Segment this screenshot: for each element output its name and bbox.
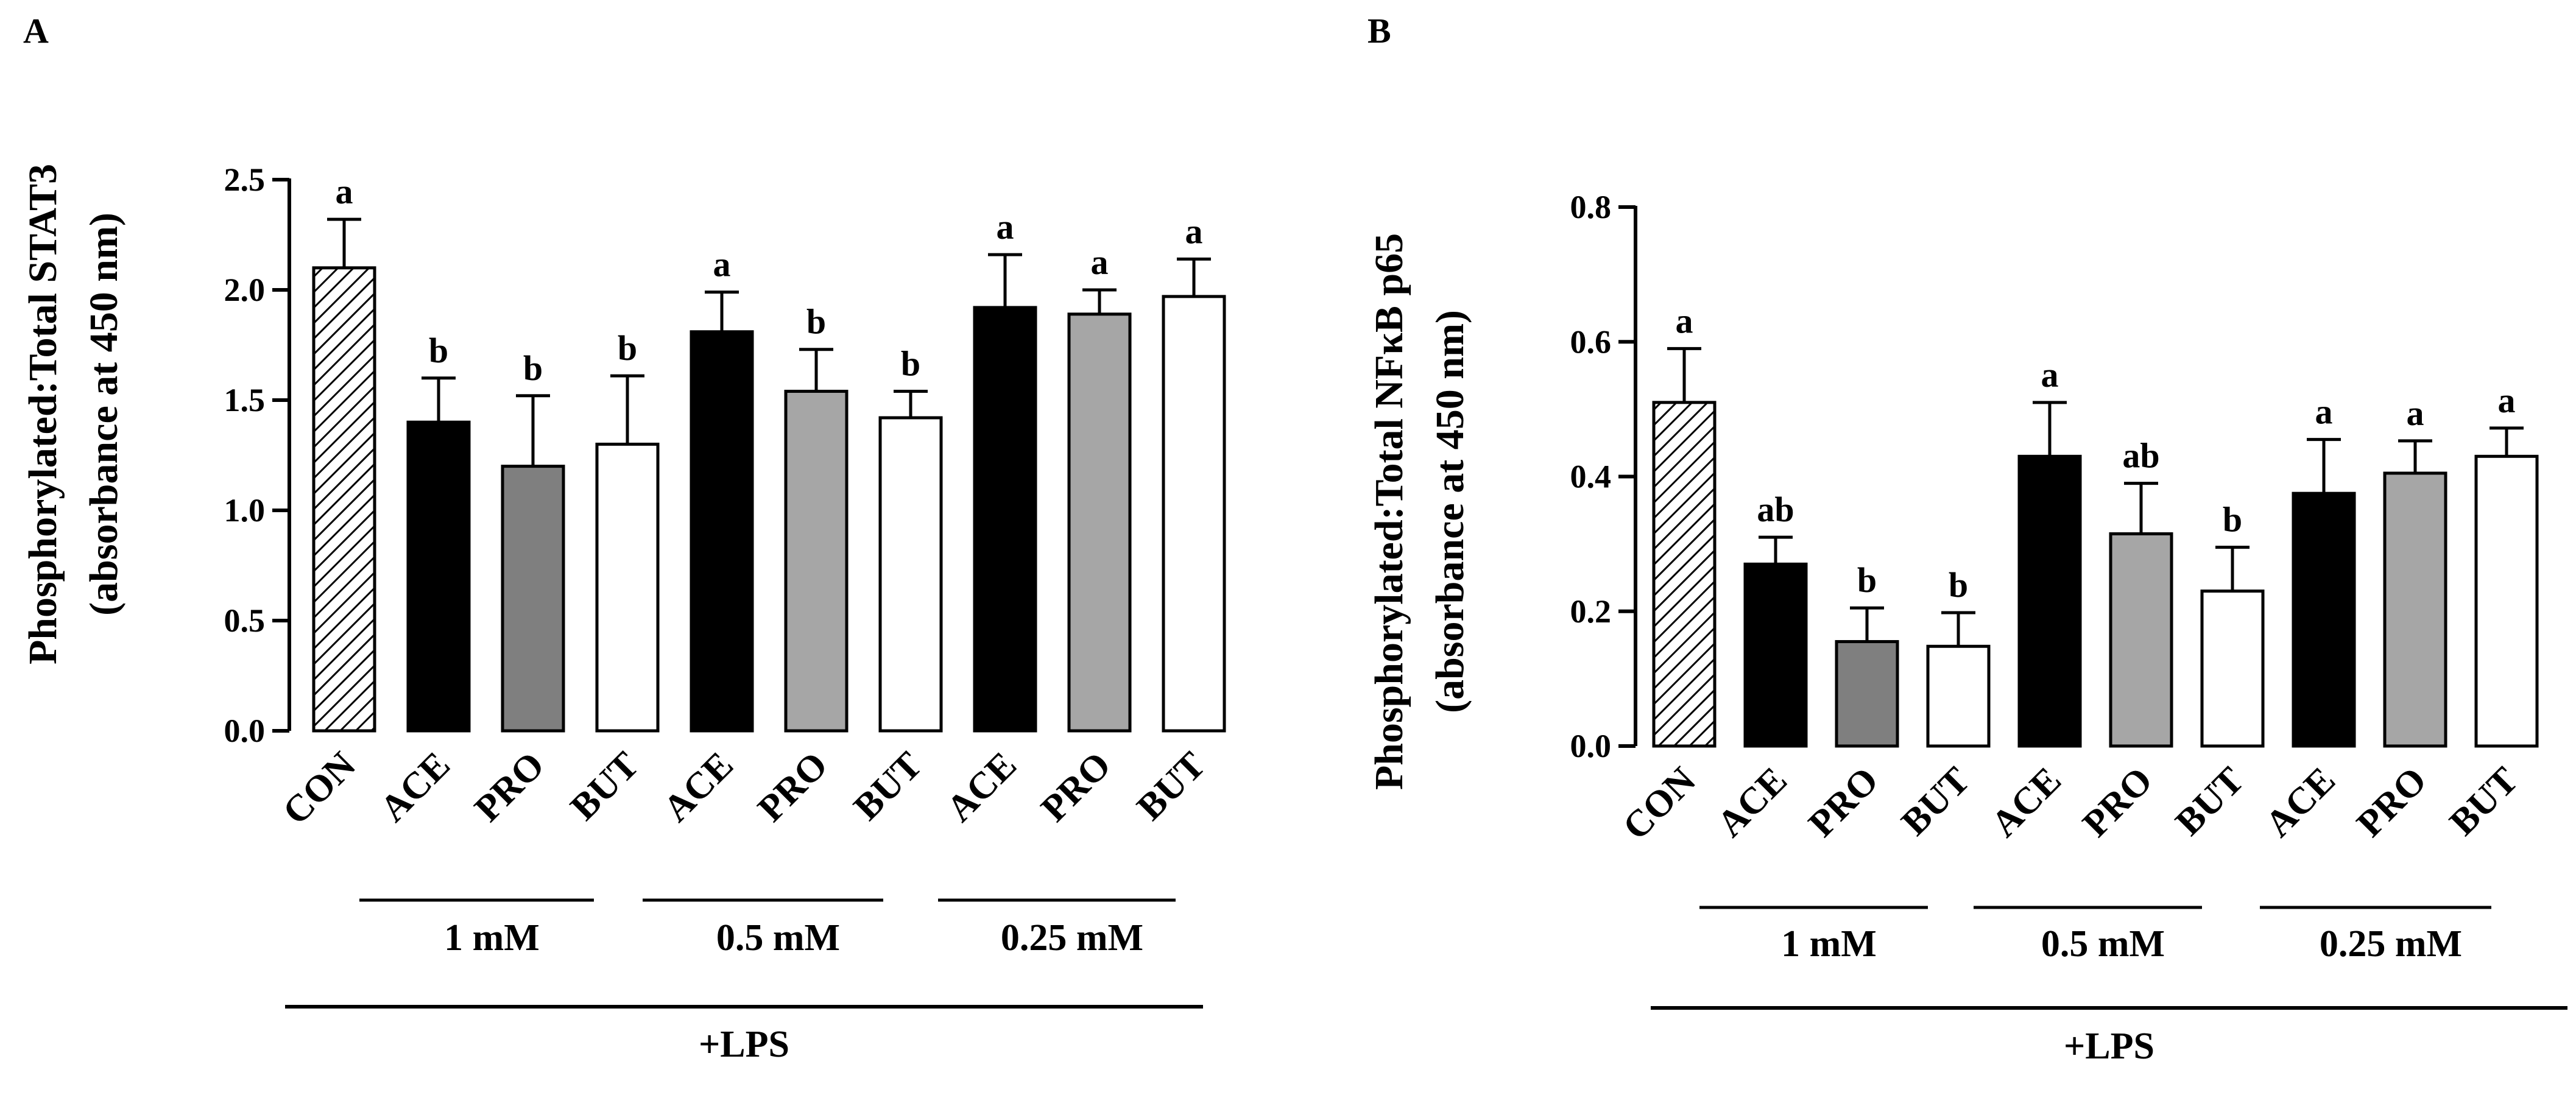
- panel-a-bar: [406, 420, 471, 733]
- panel-b-category-label: BUT: [2442, 759, 2526, 843]
- panel-a-ylabel-line1: Phosphorylated:Total STAT3: [21, 164, 65, 664]
- panel-a-group-label: 1 mM: [444, 917, 540, 959]
- panel-b-significance-letter: a: [2315, 392, 2333, 432]
- panel-a-y-tick-label: 0.5: [224, 602, 266, 639]
- panel-letter-b: B: [1367, 11, 1391, 51]
- panel-a-bar: [1067, 312, 1132, 733]
- panel-a-category-label: BUT: [1129, 744, 1213, 828]
- panel-a-significance-letter: a: [997, 207, 1014, 247]
- panel-b-significance-letter: a: [2498, 381, 2516, 420]
- panel-a-significance-letter: b: [523, 348, 543, 388]
- panel-a-significance-letter: a: [336, 172, 353, 211]
- panel-b-category-label: ACE: [1983, 759, 2069, 845]
- panel-a-category-label: ACE: [939, 744, 1025, 830]
- panel-a-group-label: 0.25 mM: [1001, 917, 1143, 959]
- panel-a-y-tick-label: 1.5: [224, 382, 266, 418]
- panel-a-significance-letter: b: [806, 302, 826, 342]
- panel-letter-a: A: [23, 11, 49, 51]
- panel-a-significance-letter: b: [901, 344, 920, 384]
- panel-b-category-label: CON: [1615, 759, 1704, 848]
- panel-b-treatment-label: +LPS: [2064, 1026, 2154, 1067]
- panel-a-category-label: PRO: [1033, 744, 1119, 830]
- panel-b-group-label: 0.5 mM: [2041, 923, 2165, 965]
- panel-b-significance-letter: b: [1949, 565, 1968, 605]
- panel-a-y-tick-label: 0.0: [224, 713, 266, 749]
- panel-b-bar: [2292, 491, 2356, 748]
- panel-a-y-tick-label: 2.5: [224, 161, 266, 198]
- panel-a-category-label: PRO: [467, 744, 552, 830]
- panel-a-significance-letter: a: [1185, 211, 1203, 251]
- panel-a-category-label: BUT: [846, 744, 930, 828]
- panel-a-category-label: CON: [275, 744, 364, 833]
- panel-a-category-label: ACE: [655, 744, 741, 830]
- panel-b-significance-letter: a: [1676, 301, 1693, 340]
- panel-b-category-label: PRO: [2075, 759, 2161, 845]
- panel-b-plot-area: 0.00.20.40.60.8aCONabACEbPRObBUTaACEabPR…: [1570, 189, 2567, 1067]
- panel-a-bar: [501, 465, 565, 733]
- panel-b-bar: [2109, 532, 2173, 748]
- panel-b-category-label: PRO: [1801, 759, 1886, 845]
- panel-b-y-tick-label: 0.2: [1570, 593, 1612, 630]
- panel-a-category-label: PRO: [750, 744, 836, 830]
- panel-a-significance-letter: a: [713, 245, 731, 284]
- panel-b-category-label: ACE: [2257, 759, 2343, 845]
- panel-b-bar: [1743, 562, 1808, 748]
- panel-b-significance-letter: ab: [1757, 490, 1794, 529]
- panel-b-significance-letter: ab: [2122, 436, 2159, 476]
- panel-a-category-label: ACE: [372, 744, 458, 830]
- panel-b-significance-letter: b: [1857, 560, 1877, 600]
- panel-a-bar: [690, 330, 754, 733]
- panel-a-bar: [1162, 295, 1226, 733]
- chart-panel-a: A Phosphorylated:Total STAT3 (absorbance…: [21, 11, 1226, 1065]
- panel-a-plot-area: 0.0 0.5 1.0 1.5 2.0 2.5 a CON b ACE b PRO b BUT a ACE b P…: [224, 161, 1226, 1065]
- panel-a-y-tick-label: 2.0: [224, 272, 266, 308]
- panel-b-category-label: BUT: [2168, 759, 2252, 843]
- panel-b-bar: [1652, 401, 1717, 748]
- panel-a-ylabel-line2: (absorbance at 450 nm): [82, 213, 126, 616]
- panel-b-category-label: BUT: [1894, 759, 1978, 843]
- panel-a-significance-letter: b: [429, 331, 448, 370]
- panel-b-category-label: PRO: [2349, 759, 2435, 845]
- panel-b-significance-letter: a: [2407, 393, 2424, 433]
- panel-a-bar: [784, 390, 849, 733]
- panel-b-y-tick-label: 0.4: [1570, 459, 1612, 495]
- chart-panel-b: B Phosphorylated:Total NFκB p65 (absorba…: [1367, 11, 2567, 1067]
- panel-b-bar: [2017, 454, 2082, 748]
- panel-b-bar: [1926, 644, 1991, 748]
- panel-b-ylabel-line2: (absorbance at 450 nm): [1428, 310, 1472, 713]
- panel-a-bar: [878, 416, 943, 733]
- panel-b-group-label: 1 mM: [1781, 923, 1877, 965]
- panel-a-y-tick-label: 1.0: [224, 492, 266, 529]
- panel-b-bar: [2474, 454, 2539, 748]
- panel-b-y-tick-label: 0.8: [1570, 189, 1612, 225]
- panel-b-significance-letter: a: [2041, 355, 2059, 395]
- panel-a-significance-letter: a: [1091, 242, 1109, 282]
- panel-a-category-label: BUT: [563, 744, 647, 828]
- panel-a-group-label: 0.5 mM: [716, 917, 840, 959]
- panel-a-treatment-label: +LPS: [699, 1024, 789, 1065]
- panel-a-bar: [973, 306, 1037, 733]
- panel-a-significance-letter: b: [618, 328, 637, 368]
- panel-b-ylabel-line1: Phosphorylated:Total NFκB p65: [1367, 233, 1411, 790]
- panel-b-bar: [2200, 590, 2265, 748]
- panel-b-y-tick-label: 0.6: [1570, 323, 1612, 360]
- panel-a-bar: [312, 266, 376, 733]
- panel-a-bar: [595, 442, 660, 733]
- panel-b-significance-letter: b: [2223, 500, 2242, 540]
- panel-b-bar: [1835, 640, 1899, 748]
- panel-b-category-label: ACE: [1709, 759, 1795, 845]
- panel-b-y-tick-label: 0.0: [1570, 728, 1612, 764]
- panel-b-group-label: 0.25 mM: [2320, 923, 2462, 965]
- panel-b-bar: [2383, 471, 2447, 748]
